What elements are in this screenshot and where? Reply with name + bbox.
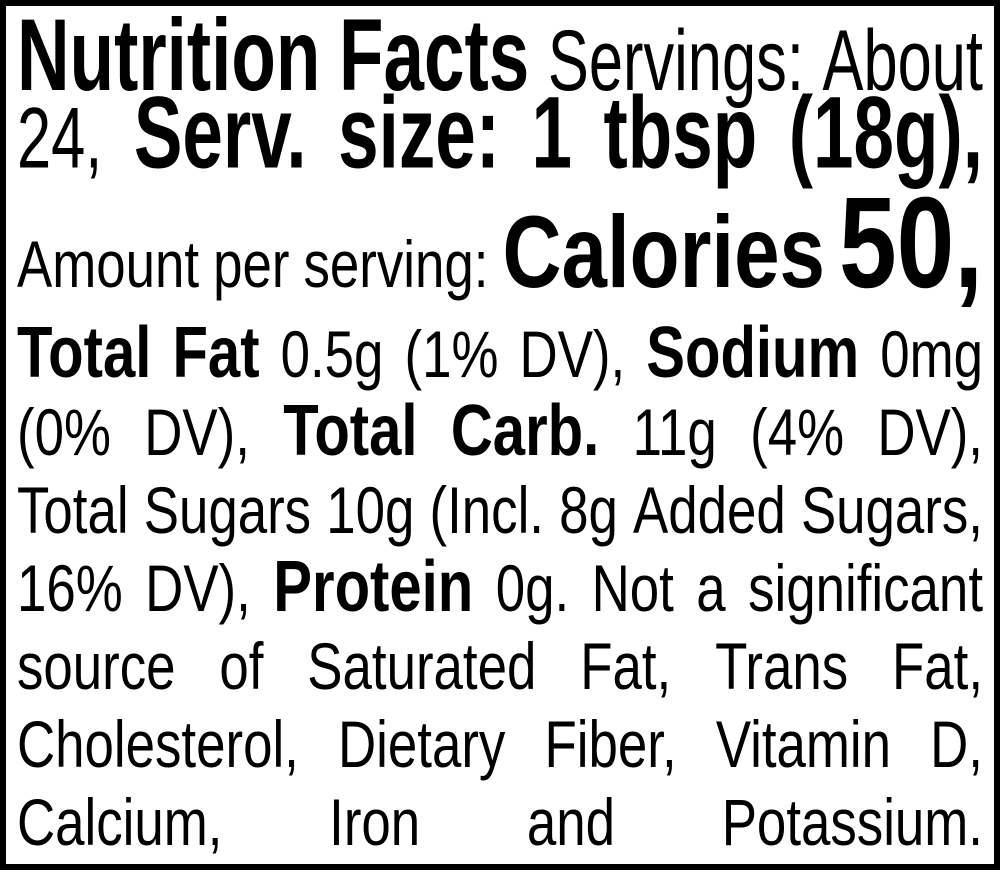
svg-text:Fat,: Fat, (892, 629, 983, 703)
svg-text:8g: 8g (559, 473, 618, 547)
svg-text:Added: Added (633, 473, 786, 547)
svg-text:24,: 24, (17, 91, 102, 187)
svg-text:50,: 50, (839, 171, 983, 315)
svg-text:D,: D, (930, 707, 983, 781)
svg-text:DV),: DV), (520, 317, 626, 391)
svg-text:Calcium,: Calcium, (17, 785, 222, 859)
svg-text:Serv.: Serv. (134, 76, 307, 190)
svg-text:Fiber,: Fiber, (545, 707, 677, 781)
svg-text:Carb.: Carb. (451, 390, 599, 471)
svg-text:Calories: Calories (503, 195, 825, 309)
svg-text:significant: significant (748, 551, 983, 625)
svg-text:Sugars,: Sugars, (801, 473, 983, 547)
svg-text:Cholesterol,: Cholesterol, (17, 707, 299, 781)
svg-text:source: source (17, 629, 176, 703)
svg-text:0.5g: 0.5g (281, 317, 384, 391)
svg-text:Amount: Amount (17, 227, 199, 301)
svg-text:Total: Total (283, 390, 417, 471)
svg-text:Vitamin: Vitamin (716, 707, 891, 781)
svg-text:Total: Total (17, 312, 151, 393)
svg-text:16%: 16% (17, 551, 123, 625)
svg-text:11g: 11g (633, 395, 717, 469)
svg-text:Not: Not (592, 551, 674, 625)
svg-text:Saturated: Saturated (307, 629, 536, 703)
svg-text:DV),: DV), (145, 551, 251, 625)
svg-text:1: 1 (532, 76, 573, 190)
svg-text:Sodium: Sodium (646, 312, 859, 393)
svg-text:Iron: Iron (329, 785, 420, 859)
svg-text:(0%: (0% (17, 395, 111, 469)
svg-text:(4%: (4% (750, 395, 844, 469)
svg-text:per: per (213, 227, 289, 301)
svg-text:0mg: 0mg (880, 317, 983, 391)
svg-text:size:: size: (338, 76, 500, 190)
svg-text:a: a (696, 551, 726, 625)
svg-text:Potassium.: Potassium. (722, 785, 983, 859)
svg-text:Trans: Trans (715, 629, 848, 703)
svg-text:DV),: DV), (144, 395, 250, 469)
svg-text:(1%: (1% (405, 317, 499, 391)
svg-text:of: of (219, 629, 264, 703)
svg-text:Fat,: Fat, (580, 629, 671, 703)
svg-text:Dietary: Dietary (338, 707, 505, 781)
svg-text:tbsp: tbsp (604, 76, 758, 190)
svg-text:Protein: Protein (273, 546, 473, 627)
svg-text:Fat: Fat (172, 312, 259, 393)
svg-text:0g.: 0g. (496, 551, 569, 625)
svg-text:Total: Total (17, 473, 129, 547)
svg-text:Sugars: Sugars (144, 473, 311, 547)
svg-text:(Incl.: (Incl. (430, 473, 544, 547)
svg-text:and: and (527, 785, 615, 859)
svg-text:DV),: DV), (877, 395, 983, 469)
svg-text:10g: 10g (326, 473, 414, 547)
svg-text:serving:: serving: (304, 227, 489, 301)
